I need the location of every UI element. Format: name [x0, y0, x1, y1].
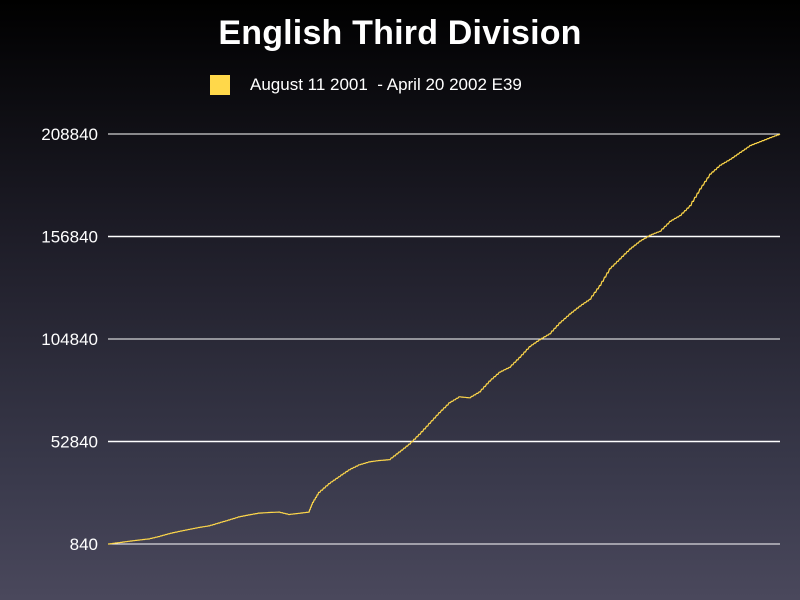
y-tick-label: 104840: [41, 330, 98, 349]
legend: August 11 2001 - April 20 2002 E39: [210, 74, 522, 96]
y-tick-label: 156840: [41, 228, 98, 247]
y-tick-label: 208840: [41, 125, 98, 144]
legend-swatch: [210, 75, 230, 95]
series-line: [108, 133, 781, 545]
legend-label: August 11 2001 - April 20 2002 E39: [250, 75, 522, 94]
y-tick-labels: 840 52840 104840 156840 208840: [41, 125, 98, 554]
grid-layer: [108, 133, 780, 545]
series-layer: [108, 133, 781, 545]
chart-title: English Third Division: [218, 14, 582, 52]
y-tick-label: 52840: [51, 433, 98, 452]
y-tick-label: 840: [70, 535, 98, 554]
